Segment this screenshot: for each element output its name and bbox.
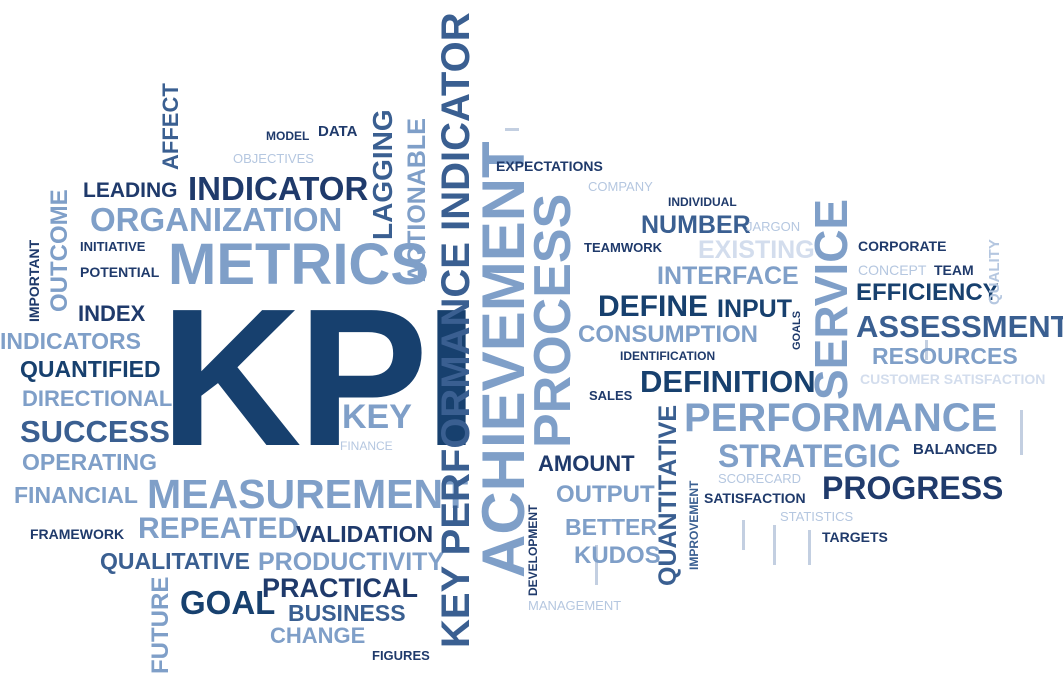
word-customer-satisfaction: CUSTOMER SATISFACTION: [860, 371, 1046, 387]
word-model: MODEL: [266, 129, 310, 143]
word-process: PROCESS: [524, 193, 582, 448]
word-framework: FRAMEWORK: [30, 526, 125, 542]
word-indicator: INDICATOR: [188, 170, 369, 207]
word-directional: DIRECTIONAL: [22, 386, 173, 411]
decorative-tick: [808, 530, 811, 565]
word-outcome: OUTCOME: [46, 189, 73, 312]
word-individual: INDIVIDUAL: [668, 195, 737, 209]
word-balanced: BALANCED: [913, 441, 998, 458]
word-validation: VALIDATION: [296, 521, 434, 547]
decorative-tick: [595, 545, 598, 585]
word-improvement: IMPROVEMENT: [687, 480, 701, 570]
decorative-tick: [742, 520, 745, 550]
word-important: IMPORTANT: [26, 239, 42, 322]
word-team: TEAM: [934, 262, 974, 278]
word-existing: EXISTING: [698, 236, 815, 264]
word-strategic: STRATEGIC: [718, 438, 901, 474]
word-quality: QUALITY: [986, 239, 1003, 305]
word-concept: CONCEPT: [858, 262, 927, 278]
word-interface: INTERFACE: [657, 262, 799, 290]
word-kudos: KUDOS: [574, 542, 661, 569]
word-finance: FINANCE: [340, 439, 393, 453]
word-sales: SALES: [589, 388, 633, 403]
word-success: SUCCESS: [20, 414, 170, 449]
word-productivity: PRODUCTIVITY: [258, 548, 445, 576]
word-better: BETTER: [565, 514, 657, 540]
word-figures: FIGURES: [372, 648, 430, 663]
word-lagging: LAGGING: [367, 109, 398, 240]
word-company: COMPANY: [588, 179, 653, 194]
word-amount: AMOUNT: [538, 451, 635, 476]
word-define: DEFINE: [598, 290, 709, 323]
word-scorecard: SCORECARD: [718, 471, 802, 486]
word-potential: POTENTIAL: [80, 264, 160, 280]
word-indicators: INDICATORS: [0, 328, 141, 354]
word-development: DEVELOPMENT: [526, 504, 540, 596]
word-efficiency: EFFICIENCY: [856, 279, 999, 306]
word-measurement: MEASUREMENT: [147, 471, 469, 517]
word-identification: IDENTIFICATION: [620, 349, 716, 363]
word-output: OUTPUT: [556, 481, 655, 508]
word-jargon: JARGON: [746, 219, 801, 234]
word-performance: PERFORMANCE: [684, 396, 998, 440]
word-statistics: STATISTICS: [780, 509, 854, 524]
word-practical: PRACTICAL: [262, 573, 418, 603]
word-business: BUSINESS: [288, 600, 406, 626]
word-satisfaction: SATISFACTION: [704, 490, 806, 506]
word-initiative: INITIATIVE: [80, 239, 146, 254]
word-quantified: QUANTIFIED: [20, 356, 161, 382]
word-goals: GOALS: [791, 310, 803, 350]
word-index: INDEX: [78, 301, 146, 326]
word-leading: LEADING: [83, 179, 178, 202]
word-future: FUTURE: [147, 576, 174, 674]
word-progress: PROGRESS: [822, 470, 1004, 506]
decorative-tick: [925, 340, 928, 360]
word-change: CHANGE: [270, 623, 366, 648]
word-goal: GOAL: [180, 584, 276, 621]
word-financial: FINANCIAL: [14, 482, 138, 508]
word-key: KEY: [342, 398, 412, 436]
word-resources: RESOURCES: [872, 343, 1018, 369]
decorative-tick: [505, 128, 519, 131]
word-metrics: METRICS: [168, 232, 429, 297]
word-quantitative: QUANTITATIVE: [654, 404, 682, 586]
word-definition: DEFINITION: [640, 364, 816, 399]
word-organization: ORGANIZATION: [90, 201, 343, 238]
word-consumption: CONSUMPTION: [578, 321, 758, 348]
word-expectations: EXPECTATIONS: [496, 158, 603, 174]
word-kpi: KPI: [160, 268, 479, 487]
word-management: MANAGEMENT: [528, 598, 622, 613]
word-teamwork: TEAMWORK: [584, 240, 662, 255]
word-data: DATA: [318, 123, 358, 140]
word-number: NUMBER: [641, 211, 751, 239]
word-corporate: CORPORATE: [858, 238, 947, 254]
word-input: INPUT: [717, 295, 792, 323]
word-qualitative: QUALITATIVE: [100, 548, 250, 574]
word-repeated: REPEATED: [138, 512, 300, 545]
word-objectives: OBJECTIVES: [233, 151, 314, 166]
decorative-tick: [1020, 410, 1023, 455]
word-assessment: ASSESSMENT: [856, 309, 1063, 344]
word-affect: AFFECT: [158, 83, 183, 170]
word-operating: OPERATING: [22, 449, 158, 475]
decorative-tick: [773, 525, 776, 565]
word-targets: TARGETS: [822, 529, 888, 545]
